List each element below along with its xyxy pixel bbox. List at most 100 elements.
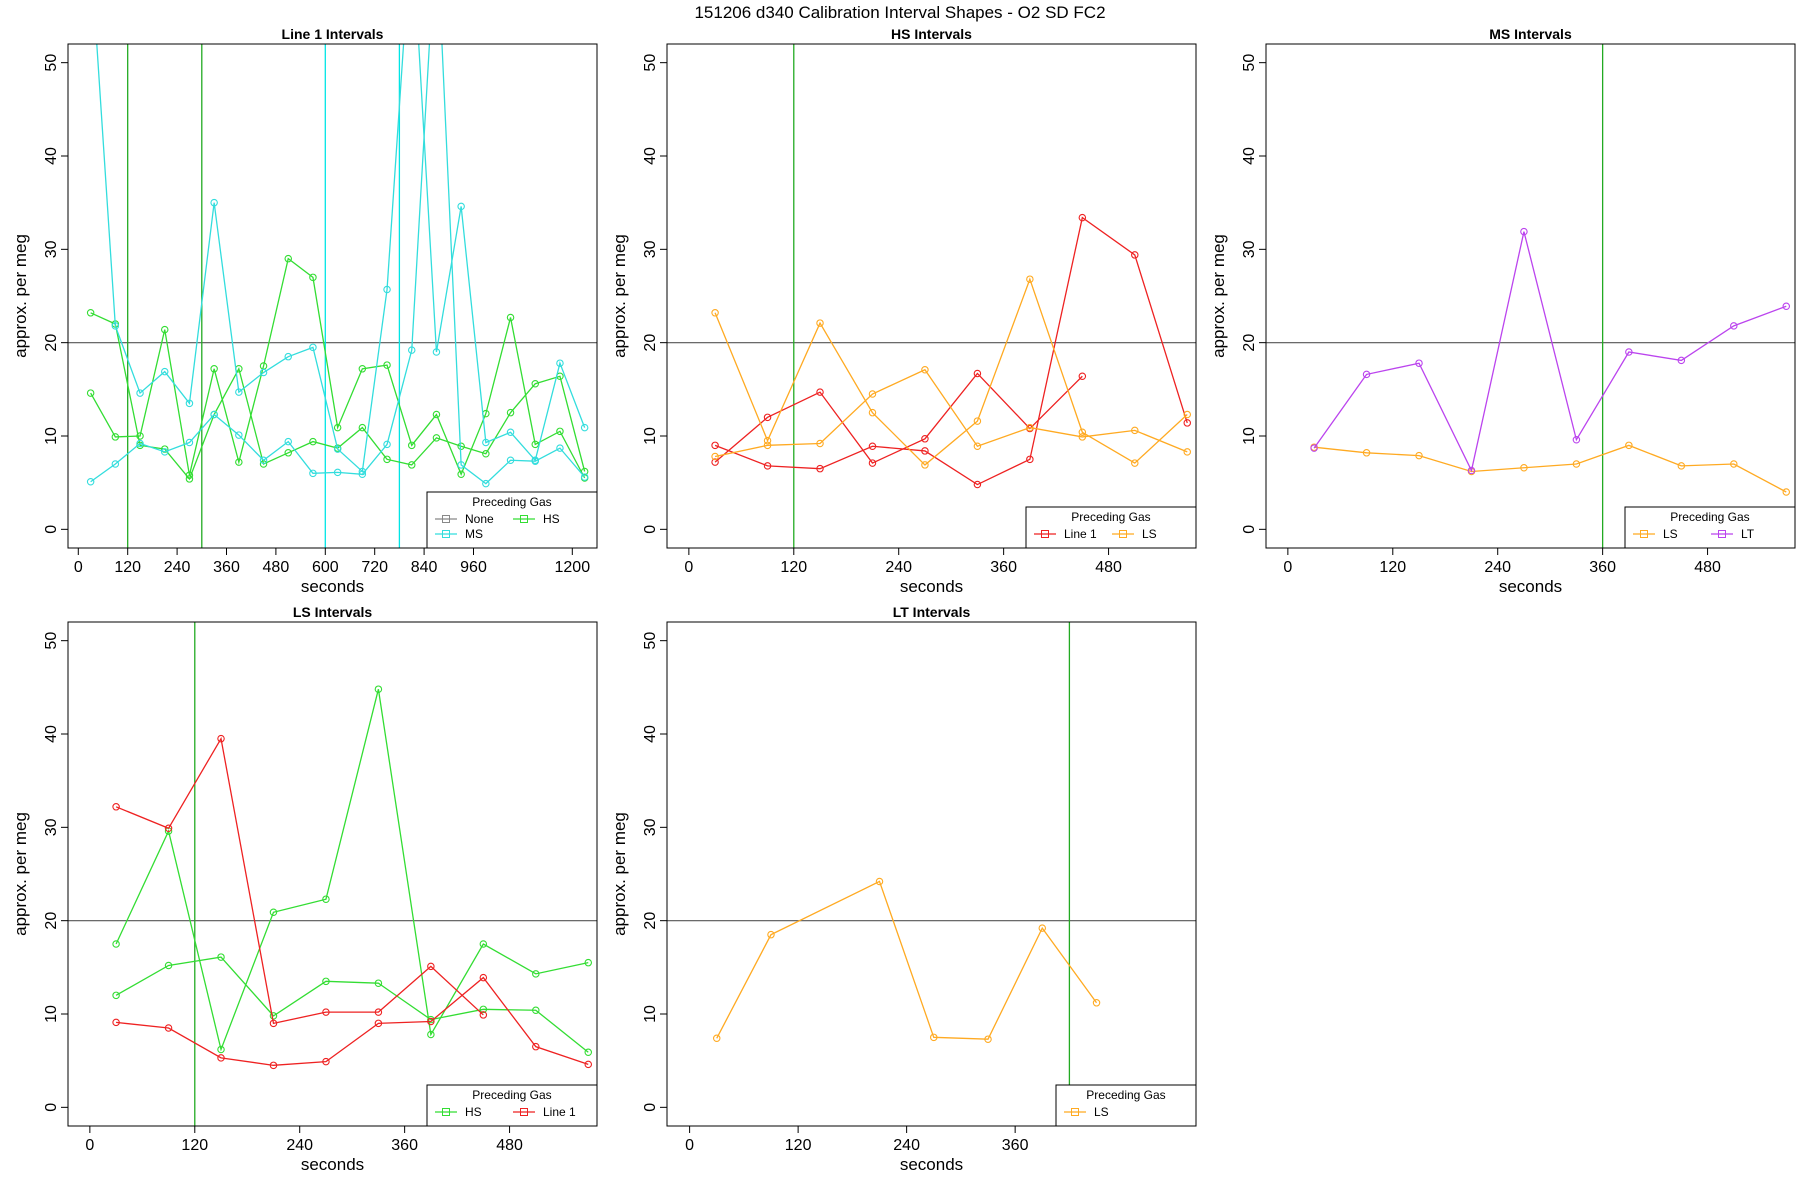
data-point [333,445,342,453]
data-point [1415,451,1423,460]
data-point [164,824,173,833]
data-point [309,273,317,282]
legend-entry-label: LS [1094,1105,1109,1119]
x-tick-label: 360 [1002,1137,1029,1154]
data-point [532,1006,540,1015]
data-point [584,1048,593,1057]
x-tick-label: 240 [164,559,191,576]
y-tick-label: 40 [642,725,659,743]
data-point [763,413,772,422]
y-axis-label: approx. per meg [1209,234,1228,358]
data-point [1520,227,1528,236]
y-tick-label: 40 [1241,147,1258,165]
data-point [136,389,144,397]
legend-title: Preceding Gas [472,1088,551,1102]
series-line [716,880,1098,1040]
data-point [1362,370,1371,379]
legend-title: Preceding Gas [1086,1088,1165,1102]
data-point [1038,924,1047,932]
data-point [309,343,317,352]
data-point [1415,359,1423,367]
data-point [235,458,243,466]
data-point [584,958,593,967]
data-point [269,1061,278,1070]
data-point [1677,462,1686,470]
data-point [235,388,243,396]
x-tick-label: 240 [893,1137,920,1154]
data-point [1730,460,1738,468]
y-tick-label: 10 [1241,427,1258,445]
data-point [532,1042,540,1051]
data-point [358,470,367,479]
legend-box [1025,506,1197,549]
data-point [532,970,540,978]
y-tick-label: 50 [1241,54,1258,72]
data-point [427,1017,435,1026]
data-point [383,440,391,449]
data-point [921,461,929,469]
data-point [432,410,441,419]
data-point [432,434,441,442]
data-point [309,437,317,446]
data-point [1677,356,1686,365]
plot-frame [67,43,598,549]
legend: Preceding Gas Line 1 LS [1025,506,1197,549]
series-line [115,736,484,1025]
panel-title: LT Intervals [893,604,971,620]
figure-title: 151206 d340 Calibration Interval Shapes … [694,3,1105,22]
legend-box [1624,506,1796,549]
series-line [714,216,1188,486]
data-point [111,460,120,468]
data-point [531,379,539,388]
data-point [1782,488,1791,496]
data-point [457,461,465,469]
series-line [714,372,1083,464]
legend-entry-label: LS [1142,527,1157,541]
series-line [1314,444,1787,493]
data-point [111,433,120,441]
data-point [217,734,225,743]
data-point [1078,428,1087,437]
data-point [1078,213,1087,222]
data-point [217,1045,225,1054]
x-tick-label: 960 [460,559,487,576]
data-point [1625,441,1633,450]
y-tick-label: 50 [43,632,60,650]
data-point [482,449,490,458]
data-point [868,442,877,451]
x-tick-label: 360 [1589,559,1616,576]
x-tick-label: 480 [1095,559,1122,576]
data-point [407,441,416,450]
data-point [1572,435,1581,444]
data-point [160,448,169,456]
legend-entry-label: None [465,512,494,526]
chart-panel-2: HS Intervals 0 120 240 360 480 0 10 20 30 40 50 seco… [610,26,1197,596]
data-point [457,470,465,479]
data-point [86,309,95,317]
data-point [210,410,218,419]
y-tick-label: 50 [642,632,659,650]
data-point [86,477,95,486]
data-point [160,325,169,334]
data-point [868,408,877,417]
data-point [506,428,515,437]
legend: Preceding Gas None HS MS [426,491,598,549]
data-point [1362,449,1371,457]
data-point [322,1008,330,1016]
y-tick-label: 30 [642,818,659,836]
data-point [712,1034,721,1043]
data-point [1092,999,1101,1007]
x-tick-label: 0 [684,559,693,576]
data-point [407,346,416,354]
data-point [457,442,465,451]
data-point [711,441,719,450]
series-line [115,689,589,1052]
chart-panel-4: LS Intervals 0 120 240 360 480 0 10 20 30 40 50 seco… [11,604,598,1174]
legend-swatch-marker [1119,530,1127,538]
data-point [763,462,772,470]
data-point [309,469,317,478]
series-line [116,976,589,1066]
chart-panel-5: LT Intervals 0 120 240 360 0 10 20 30 40 50 seconds… [610,604,1197,1174]
data-point [1026,275,1034,283]
y-axis-label: approx. per meg [610,812,629,936]
